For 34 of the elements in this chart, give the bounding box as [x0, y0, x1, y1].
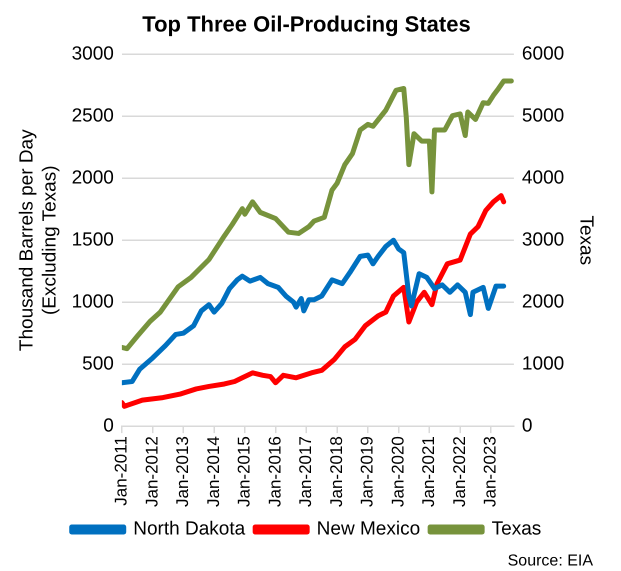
x-tick-label: Jan-2017 [296, 436, 316, 507]
y-tick-label: 3000 [72, 44, 114, 65]
x-tick-label: Jan-2021 [419, 436, 438, 507]
y-tick-label: 0 [103, 415, 114, 436]
y2-tick-label: 0 [522, 415, 533, 436]
legend-label: North Dakota [133, 518, 246, 540]
x-tick-label: Jan-2022 [450, 436, 469, 507]
legend-label: Texas [492, 518, 542, 540]
x-tick-label: Jan-2020 [388, 436, 408, 507]
y2-tick-label: 6000 [522, 44, 564, 65]
y-tick-label: 500 [82, 353, 114, 374]
x-tick-label: Jan-2015 [234, 436, 254, 507]
chart-title: Top Three Oil-Producing States [142, 11, 471, 36]
y2-tick-label: 3000 [522, 229, 564, 250]
y2-tick-label: 4000 [522, 168, 564, 189]
x-tick-label: Jan-2013 [173, 436, 192, 507]
legend-label: New Mexico [316, 518, 420, 540]
y2-tick-label: 5000 [522, 106, 564, 127]
y2-tick-label: 1000 [522, 353, 564, 374]
y2-tick-label: 2000 [522, 291, 564, 312]
y-tick-label: 1000 [72, 291, 114, 312]
x-tick-label: Jan-2018 [326, 436, 346, 507]
source-note: Source: EIA [508, 552, 594, 570]
x-tick-label: Jan-2011 [112, 436, 131, 506]
y2-axis-title: Texas [575, 215, 596, 266]
x-tick-label: Jan-2014 [204, 436, 223, 507]
y-tick-label: 2500 [72, 106, 114, 127]
x-tick-label: Jan-2012 [142, 436, 162, 507]
y-tick-label: 2000 [72, 168, 114, 189]
y-axis-title: Thousand Barrels per Day (Excluding Texas) [16, 128, 60, 352]
y-tick-label: 1500 [72, 229, 114, 250]
x-tick-label: Jan-2016 [265, 436, 284, 507]
x-tick-label: Jan-2023 [480, 436, 500, 507]
x-tick-label: Jan-2019 [358, 436, 377, 507]
